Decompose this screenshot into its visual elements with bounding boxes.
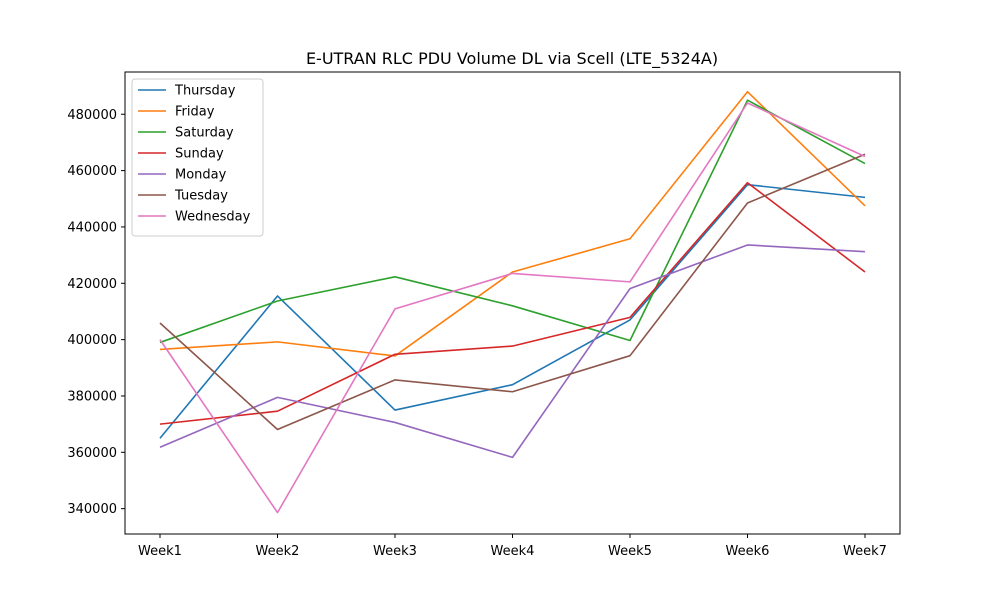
series-line-saturday: [159, 99, 866, 344]
x-tick-label: Week6: [726, 544, 770, 559]
x-tick-label: Week5: [608, 544, 652, 559]
series-layer: [159, 90, 866, 514]
y-tick-label: 460000: [67, 164, 117, 179]
chart-title: E-UTRAN RLC PDU Volume DL via Scell (LTE…: [306, 49, 718, 69]
series-line-wednesday: [159, 102, 866, 514]
legend-box: [131, 78, 264, 237]
series-line-sunday: [159, 181, 866, 425]
x-axis: Week1 Week2 Week3 Week4 Week5 Week6 Week7: [138, 534, 887, 559]
y-tick-label: 440000: [67, 220, 117, 235]
legend: Thursday Friday Saturday Sunday Monday Tuesda…: [131, 78, 264, 237]
x-tick-label: Week1: [138, 544, 182, 559]
series-line-thursday: [159, 183, 866, 439]
plot-frame: [124, 71, 901, 535]
legend-label-tuesday: Tuesday: [174, 189, 228, 204]
y-tick-label: 340000: [67, 502, 117, 517]
series-line-tuesday: [159, 153, 866, 431]
series-line-monday: [159, 244, 866, 459]
legend-label-wednesday: Wednesday: [175, 210, 251, 225]
y-tick-label: 420000: [67, 277, 117, 292]
legend-label-thursday: Thursday: [174, 84, 236, 99]
y-tick-label: 400000: [67, 333, 117, 348]
x-tick-label: Week3: [373, 544, 417, 559]
x-tick-label: Week4: [491, 544, 535, 559]
legend-label-monday: Monday: [175, 168, 227, 183]
legend-label-friday: Friday: [175, 105, 215, 120]
series-line-friday: [159, 90, 866, 357]
y-tick-label: 360000: [67, 446, 117, 461]
x-tick-label: Week7: [843, 544, 887, 559]
y-tick-label: 380000: [67, 389, 117, 404]
x-tick-label: Week2: [256, 544, 300, 559]
y-axis: 340000 360000 380000 400000 420000 440000 4600…: [67, 108, 125, 517]
legend-label-saturday: Saturday: [175, 126, 234, 141]
y-tick-label: 480000: [67, 108, 117, 123]
legend-label-sunday: Sunday: [175, 147, 224, 162]
